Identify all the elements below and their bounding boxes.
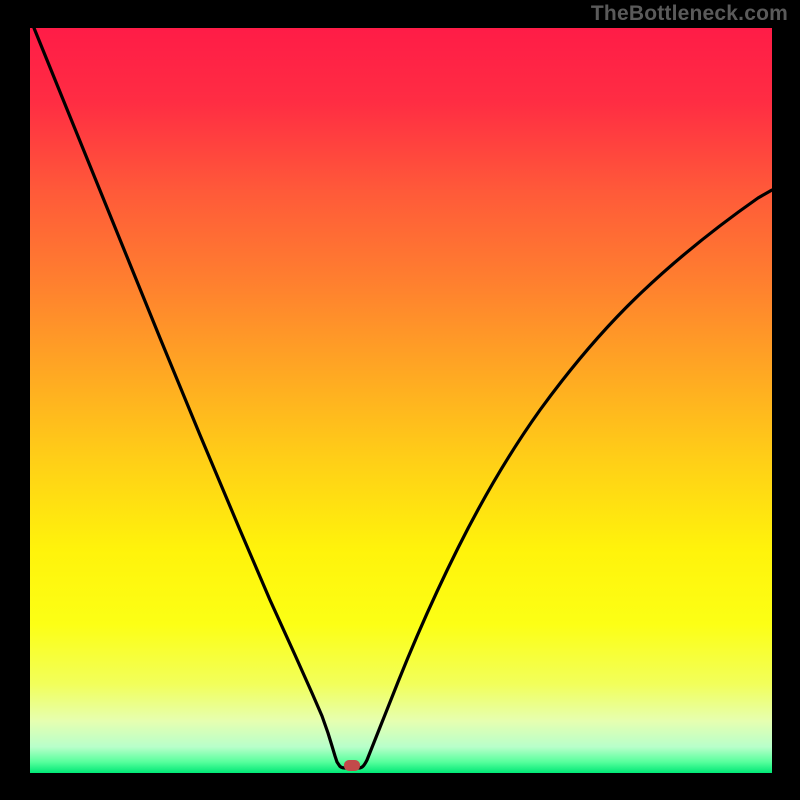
optimal-point-marker [344, 760, 360, 771]
chart-canvas: TheBottleneck.com [0, 0, 800, 800]
bottleneck-curve [0, 0, 800, 800]
curve-path [34, 28, 772, 768]
